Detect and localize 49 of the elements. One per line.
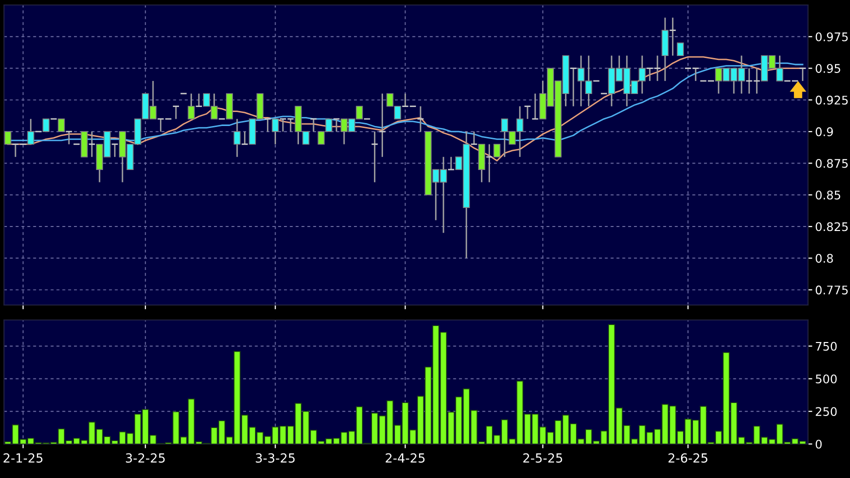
candlestick xyxy=(332,118,340,132)
candlestick xyxy=(447,156,455,170)
candlestick xyxy=(65,130,73,145)
y-tick-label: 0.875 xyxy=(816,158,848,168)
y-tick-label: 0 xyxy=(816,440,822,449)
y-tick-label: 750 xyxy=(816,342,837,351)
candlestick xyxy=(195,92,203,107)
candlestick xyxy=(42,118,50,132)
x-tick-label: 2-1-25 xyxy=(4,453,42,463)
candlestick xyxy=(676,42,684,56)
candlestick xyxy=(531,92,539,120)
x-tick-label: 3-2-25 xyxy=(126,453,165,463)
candlestick xyxy=(4,131,12,145)
candlestick xyxy=(156,118,164,132)
candlestick xyxy=(27,118,34,145)
y-tick-label: 0.975 xyxy=(816,32,848,42)
y-tick-label: 500 xyxy=(816,374,837,384)
y-tick-label: 0.8 xyxy=(816,254,833,263)
candlestick xyxy=(370,130,378,183)
candlestick xyxy=(172,106,180,120)
candlestick xyxy=(264,118,272,132)
candlestick xyxy=(58,118,65,132)
y-tick-label: 0.925 xyxy=(816,96,848,105)
candlestick xyxy=(668,16,676,56)
y-tick-label: 0.9 xyxy=(816,127,833,136)
x-tick-label: 2-6-25 xyxy=(668,453,708,463)
candlestick xyxy=(570,68,578,107)
candlestick xyxy=(272,118,279,145)
y-tick-label: 250 xyxy=(816,407,837,416)
candlestick xyxy=(798,68,806,82)
y-tick-label: 0.825 xyxy=(816,222,848,232)
candlestick xyxy=(524,106,532,120)
candlestick xyxy=(416,106,424,132)
candlestick xyxy=(188,92,195,120)
candlestick xyxy=(88,130,96,158)
x-tick-label: 2-5-25 xyxy=(523,453,562,463)
candlestick xyxy=(234,118,241,158)
x-tick-label: 3-3-25 xyxy=(256,453,295,463)
candlestick xyxy=(493,144,500,158)
candlestick xyxy=(378,92,386,158)
y-tick-label: 0.775 xyxy=(816,286,848,294)
x-tick-label: 2-4-25 xyxy=(386,453,425,463)
candlestick xyxy=(111,144,119,158)
candlestick xyxy=(240,130,248,145)
candlestick xyxy=(310,118,318,132)
y-tick-label: 0.85 xyxy=(816,190,840,200)
candlestick xyxy=(486,144,494,183)
candlestick xyxy=(470,130,478,145)
y-tick-label: 0.95 xyxy=(816,64,840,73)
